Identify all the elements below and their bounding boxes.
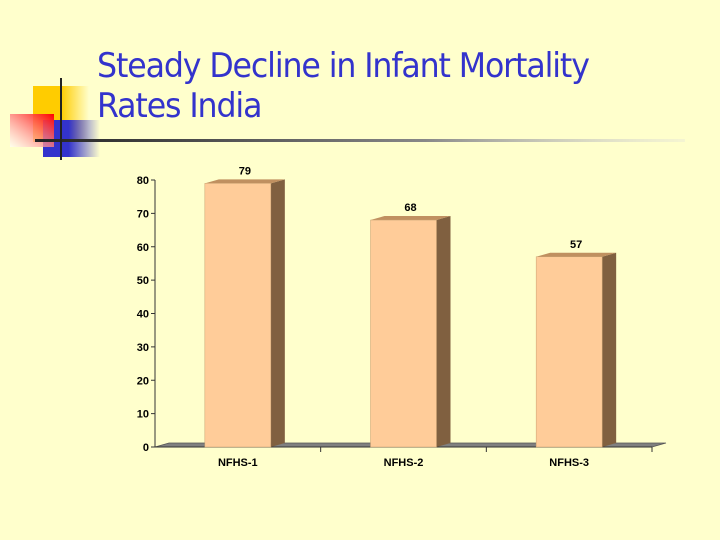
bar-top — [536, 252, 617, 257]
y-tick-label: 60 — [137, 242, 149, 254]
bar-side — [436, 216, 451, 447]
title-line-1: Steady Decline in Infant Mortality — [97, 46, 590, 86]
bar-side — [602, 252, 617, 447]
decorative-squares — [10, 78, 685, 160]
x-tick-label: NFHS-1 — [218, 457, 258, 469]
y-tick-label: 70 — [137, 208, 149, 220]
bar-side — [270, 179, 285, 447]
slide-title: Steady Decline in Infant Mortality Rates… — [97, 46, 655, 126]
vertical-line — [60, 78, 62, 160]
title-line-2: Rates India — [97, 86, 262, 126]
bar — [370, 219, 437, 448]
x-tick-label: NFHS-2 — [384, 457, 424, 469]
bar-top — [370, 216, 451, 221]
data-label: 68 — [404, 202, 416, 214]
y-tick-label: 80 — [137, 175, 149, 187]
bar-top — [204, 179, 285, 184]
y-tick-label: 30 — [137, 342, 149, 354]
bar — [535, 256, 603, 448]
y-tick-label: 40 — [137, 309, 149, 321]
y-tick-label: 10 — [137, 409, 149, 421]
x-tick-label: NFHS-3 — [549, 457, 589, 469]
bar — [204, 183, 272, 448]
title-underline — [35, 139, 685, 142]
y-tick-label: 20 — [137, 375, 149, 387]
y-tick-label: 50 — [137, 275, 149, 287]
data-label: 57 — [570, 239, 582, 251]
y-tick-label: 0 — [143, 442, 149, 454]
data-label: 79 — [239, 165, 251, 177]
